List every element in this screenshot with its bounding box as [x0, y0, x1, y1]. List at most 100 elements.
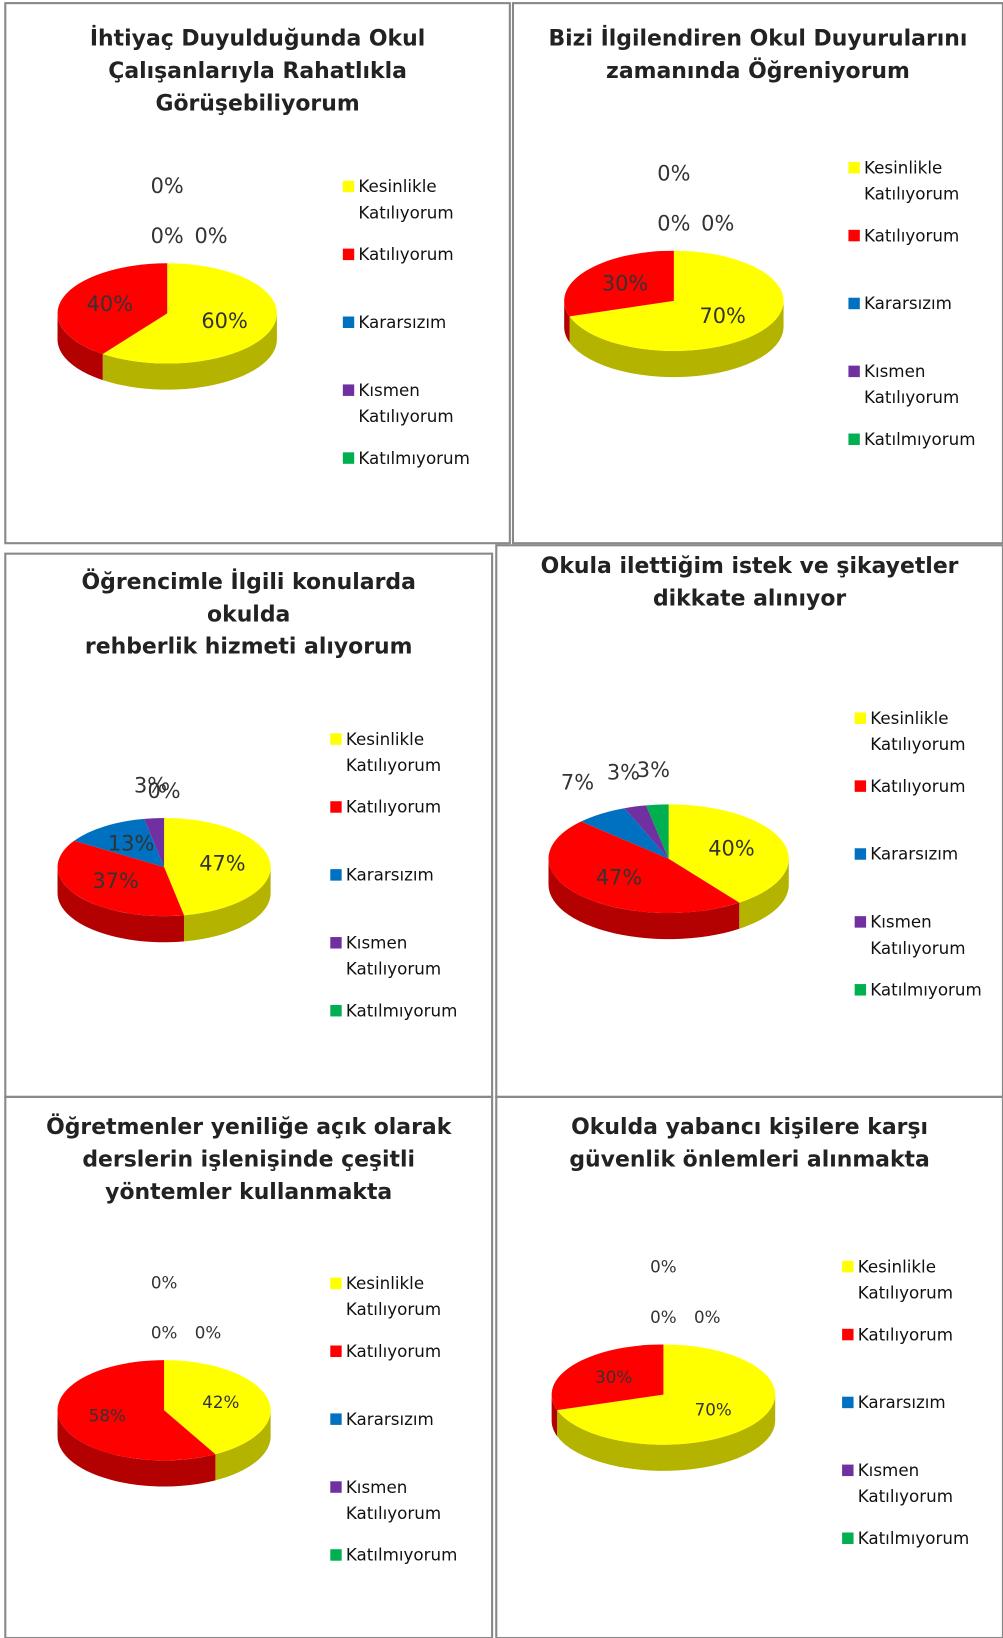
legend-swatch	[854, 984, 867, 996]
legend-swatch	[854, 712, 867, 724]
slice-side	[102, 313, 277, 390]
legend-label: Kısmen Katılıyorum	[358, 380, 454, 427]
legend-item: Kısmen Katılıyorum	[842, 1457, 988, 1509]
slice	[557, 1344, 776, 1445]
legend-label: Kısmen Katılıyorum	[870, 911, 966, 958]
legend-label: Katılıyorum	[345, 797, 442, 817]
legend-entry: Kararsızım	[848, 290, 994, 316]
legend-label: Katılmıyorum	[870, 979, 982, 1000]
legend-entry: Katılmıyorum	[330, 998, 476, 1024]
chart-title: Çalışanlarıyla Rahatlıkla	[108, 59, 407, 84]
legend-item: Katılmıyorum	[330, 998, 476, 1024]
data-label: 0%	[701, 212, 734, 236]
slice-side	[557, 1394, 776, 1471]
slice	[57, 263, 168, 354]
legend-swatch	[342, 452, 355, 464]
data-label: 0%	[151, 224, 184, 248]
legend-label: Kısmen Katılıyorum	[345, 932, 442, 979]
legend-entry: Kararsızım	[330, 862, 476, 888]
slice-side	[57, 867, 185, 943]
legend-swatch	[842, 1328, 854, 1341]
data-label: 0%	[148, 779, 181, 803]
data-label: 0%	[151, 1272, 178, 1292]
legend-entry: Kesinlikle Katılıyorum	[330, 1273, 442, 1320]
data-label: 30%	[602, 272, 648, 296]
data-label: 70%	[699, 304, 745, 328]
legend-swatch	[330, 733, 342, 745]
legend-entry: Katılmıyorum	[842, 1528, 970, 1549]
legend-entry: Kısmen Katılıyorum	[842, 1457, 988, 1509]
legend-label: Katılıyorum	[345, 1341, 442, 1362]
legend-label: Kesinlikle Katılıyorum	[358, 176, 454, 223]
legend-item: Kararsızım	[848, 290, 994, 316]
data-label: 47%	[596, 865, 642, 889]
legend-item: Kısmen Katılıyorum	[342, 377, 489, 429]
legend-entry: Kısmen Katılıyorum	[330, 930, 476, 982]
slice	[551, 1344, 664, 1411]
legend-swatch	[854, 916, 867, 928]
panel	[4, 2, 511, 545]
slice	[102, 263, 277, 364]
legend-item: Kararsızım	[330, 862, 476, 888]
slice-side	[548, 858, 740, 940]
chart-title: derslerin işlenişinde çeşitli	[82, 1148, 415, 1173]
legend-swatch	[848, 229, 860, 242]
legend-entry: Kesinlikle Katılıyorum	[842, 1254, 988, 1306]
legend-item: Katılmıyorum	[854, 977, 1001, 1003]
legend-label: Kesinlikle Katılıyorum	[863, 157, 960, 204]
data-label: 3%	[134, 773, 167, 797]
legend-swatch	[842, 1464, 854, 1477]
legend-item: Katılıyorum	[330, 794, 476, 820]
legend-item: Katılıyorum	[848, 223, 994, 249]
legend-item: Kesinlikle Katılıyorum	[842, 1254, 988, 1306]
data-label: 60%	[201, 309, 247, 333]
data-label: 42%	[202, 1392, 239, 1412]
legend-entry: Kararsızım	[854, 844, 959, 864]
slice	[581, 808, 669, 859]
legend-item: Kesinlikle Katılıyorum	[342, 173, 489, 225]
slice	[74, 818, 165, 868]
data-label: 37%	[92, 869, 138, 893]
chart-title: Bizi İlgilendiren Okul Duyurularını	[548, 26, 967, 52]
data-label: 70%	[695, 1399, 732, 1419]
legend-swatch	[842, 1260, 854, 1273]
legend-entry: Katılıyorum	[330, 794, 476, 820]
legend-swatch	[330, 1413, 342, 1425]
legend-label: Kararsızım	[870, 844, 959, 864]
legend-item: Kısmen Katılıyorum	[330, 930, 476, 982]
data-label: 0%	[657, 161, 690, 185]
legend-label: Kararsızım	[863, 293, 952, 314]
panel	[4, 1095, 494, 1638]
data-label: 0%	[195, 1323, 222, 1343]
legend-swatch	[330, 1549, 342, 1561]
legend-item: Katılıyorum	[342, 241, 489, 267]
legend-entry: Katılıyorum	[848, 223, 994, 249]
legend-label: Kesinlikle Katılıyorum	[345, 1273, 442, 1320]
legend-label: Katılıyorum	[863, 225, 960, 246]
data-label: 13%	[108, 832, 154, 856]
legend-entry: Kısmen Katılıyorum	[848, 361, 959, 407]
legend-label: Katılmıyorum	[358, 448, 470, 468]
legend-label: Katılmıyorum	[857, 1528, 970, 1549]
legend-label: Kesinlikle Katılıyorum	[345, 729, 442, 776]
legend-swatch	[330, 801, 342, 813]
legend-entry: Katılmıyorum	[848, 429, 976, 449]
legend-swatch	[848, 161, 860, 174]
slice-side	[551, 1394, 558, 1437]
data-label: 0%	[195, 224, 228, 248]
slice-side	[739, 858, 789, 929]
chart-title: Okulda yabancı kişilere karşı	[571, 1115, 928, 1140]
legend-entry: Kararsızım	[330, 1409, 434, 1429]
legend-swatch	[330, 869, 342, 881]
data-label: 0%	[151, 1323, 178, 1343]
legend-swatch	[848, 297, 860, 310]
legend-label: Katılmıyorum	[345, 1545, 458, 1565]
legend-label: Kesinlikle Katılıyorum	[857, 1256, 953, 1303]
legend-entry: Katılıyorum	[842, 1325, 953, 1344]
legend-entry: Katılıyorum	[342, 241, 489, 267]
legend-item: Kararsızım	[842, 1389, 988, 1415]
legend-swatch	[330, 1277, 342, 1290]
slice	[164, 1360, 271, 1455]
legend-item: Kararsızım	[342, 309, 489, 335]
